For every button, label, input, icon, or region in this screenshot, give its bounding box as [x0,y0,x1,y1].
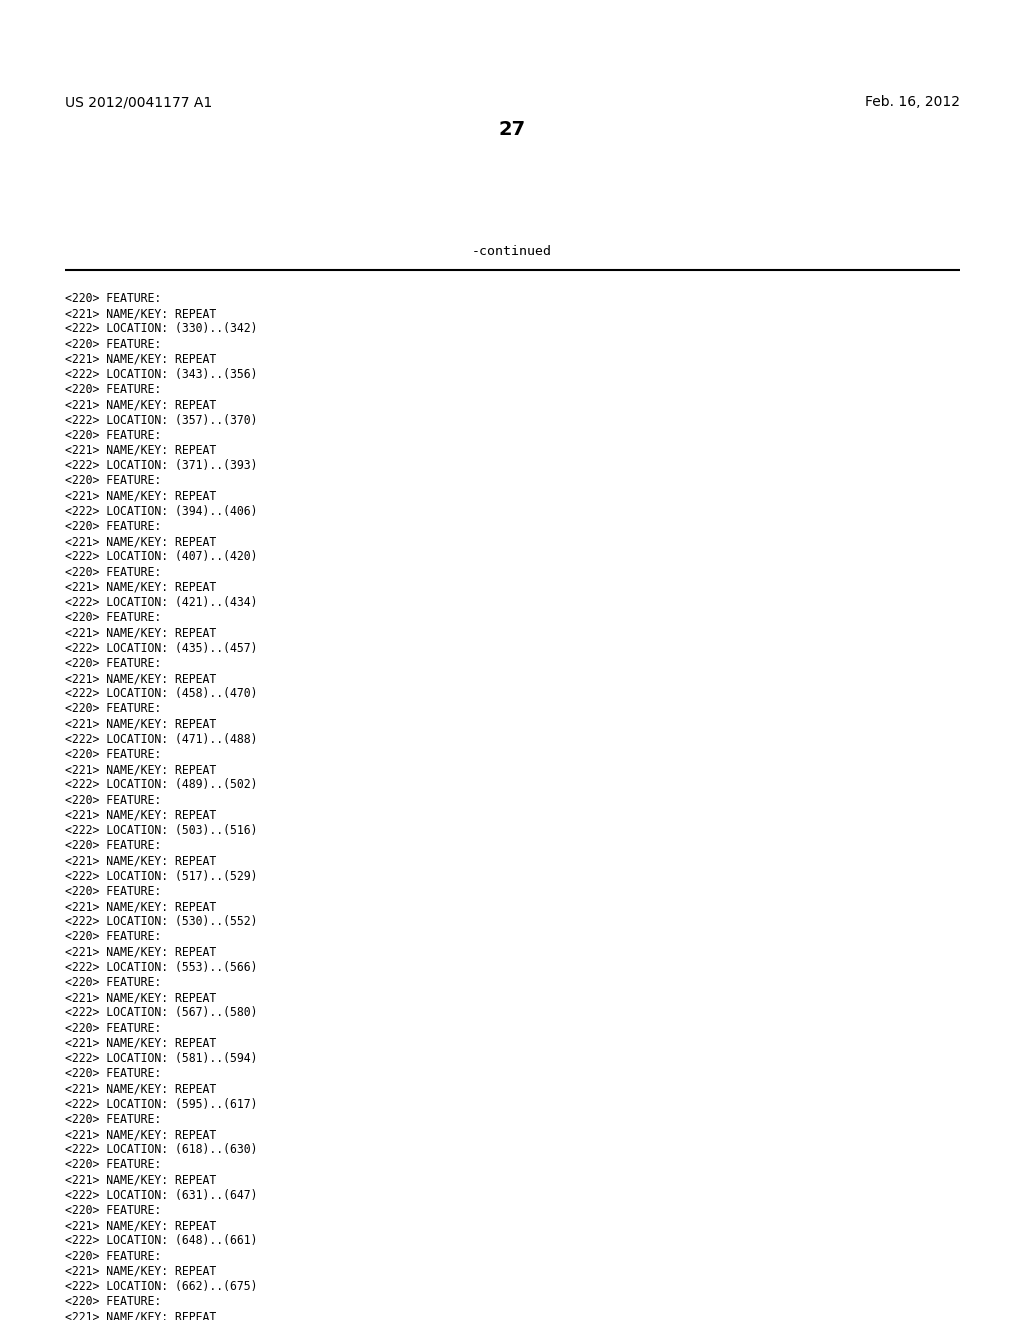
Text: <222> LOCATION: (553)..(566): <222> LOCATION: (553)..(566) [65,961,257,974]
Text: <220> FEATURE:: <220> FEATURE: [65,931,161,944]
Text: <221> NAME/KEY: REPEAT: <221> NAME/KEY: REPEAT [65,352,216,366]
Text: <222> LOCATION: (458)..(470): <222> LOCATION: (458)..(470) [65,688,257,700]
Text: <222> LOCATION: (595)..(617): <222> LOCATION: (595)..(617) [65,1098,257,1110]
Text: <222> LOCATION: (407)..(420): <222> LOCATION: (407)..(420) [65,550,257,564]
Text: <220> FEATURE:: <220> FEATURE: [65,1067,161,1080]
Text: <221> NAME/KEY: REPEAT: <221> NAME/KEY: REPEAT [65,991,216,1005]
Text: <221> NAME/KEY: REPEAT: <221> NAME/KEY: REPEAT [65,444,216,457]
Text: <220> FEATURE:: <220> FEATURE: [65,1204,161,1217]
Text: <220> FEATURE:: <220> FEATURE: [65,1022,161,1035]
Text: <220> FEATURE:: <220> FEATURE: [65,1295,161,1308]
Text: 27: 27 [499,120,525,139]
Text: <222> LOCATION: (530)..(552): <222> LOCATION: (530)..(552) [65,915,257,928]
Text: <222> LOCATION: (343)..(356): <222> LOCATION: (343)..(356) [65,368,257,381]
Text: <222> LOCATION: (581)..(594): <222> LOCATION: (581)..(594) [65,1052,257,1065]
Text: <222> LOCATION: (421)..(434): <222> LOCATION: (421)..(434) [65,597,257,609]
Text: <221> NAME/KEY: REPEAT: <221> NAME/KEY: REPEAT [65,1220,216,1232]
Text: <221> NAME/KEY: REPEAT: <221> NAME/KEY: REPEAT [65,627,216,639]
Text: <221> NAME/KEY: REPEAT: <221> NAME/KEY: REPEAT [65,763,216,776]
Text: US 2012/0041177 A1: US 2012/0041177 A1 [65,95,212,110]
Text: <222> LOCATION: (489)..(502): <222> LOCATION: (489)..(502) [65,779,257,792]
Text: <221> NAME/KEY: REPEAT: <221> NAME/KEY: REPEAT [65,581,216,594]
Text: <221> NAME/KEY: REPEAT: <221> NAME/KEY: REPEAT [65,399,216,412]
Text: <221> NAME/KEY: REPEAT: <221> NAME/KEY: REPEAT [65,809,216,822]
Text: <222> LOCATION: (471)..(488): <222> LOCATION: (471)..(488) [65,733,257,746]
Text: <220> FEATURE:: <220> FEATURE: [65,565,161,578]
Text: <220> FEATURE:: <220> FEATURE: [65,793,161,807]
Text: <222> LOCATION: (662)..(675): <222> LOCATION: (662)..(675) [65,1280,257,1294]
Text: <221> NAME/KEY: REPEAT: <221> NAME/KEY: REPEAT [65,490,216,503]
Text: <220> FEATURE:: <220> FEATURE: [65,1113,161,1126]
Text: <222> LOCATION: (435)..(457): <222> LOCATION: (435)..(457) [65,642,257,655]
Text: Feb. 16, 2012: Feb. 16, 2012 [865,95,961,110]
Text: <221> NAME/KEY: REPEAT: <221> NAME/KEY: REPEAT [65,854,216,867]
Text: <222> LOCATION: (503)..(516): <222> LOCATION: (503)..(516) [65,824,257,837]
Text: <221> NAME/KEY: REPEAT: <221> NAME/KEY: REPEAT [65,1311,216,1320]
Text: <221> NAME/KEY: REPEAT: <221> NAME/KEY: REPEAT [65,1173,216,1187]
Text: <220> FEATURE:: <220> FEATURE: [65,1250,161,1263]
Text: <221> NAME/KEY: REPEAT: <221> NAME/KEY: REPEAT [65,1265,216,1278]
Text: <220> FEATURE:: <220> FEATURE: [65,429,161,442]
Text: <221> NAME/KEY: REPEAT: <221> NAME/KEY: REPEAT [65,1082,216,1096]
Text: <222> LOCATION: (631)..(647): <222> LOCATION: (631)..(647) [65,1189,257,1201]
Text: <221> NAME/KEY: REPEAT: <221> NAME/KEY: REPEAT [65,1036,216,1049]
Text: <222> LOCATION: (371)..(393): <222> LOCATION: (371)..(393) [65,459,257,473]
Text: <220> FEATURE:: <220> FEATURE: [65,657,161,669]
Text: <221> NAME/KEY: REPEAT: <221> NAME/KEY: REPEAT [65,535,216,548]
Text: <222> LOCATION: (330)..(342): <222> LOCATION: (330)..(342) [65,322,257,335]
Text: <222> LOCATION: (517)..(529): <222> LOCATION: (517)..(529) [65,870,257,883]
Text: <222> LOCATION: (357)..(370): <222> LOCATION: (357)..(370) [65,413,257,426]
Text: <220> FEATURE:: <220> FEATURE: [65,383,161,396]
Text: <221> NAME/KEY: REPEAT: <221> NAME/KEY: REPEAT [65,945,216,958]
Text: <220> FEATURE:: <220> FEATURE: [65,975,161,989]
Text: <220> FEATURE:: <220> FEATURE: [65,702,161,715]
Text: <221> NAME/KEY: REPEAT: <221> NAME/KEY: REPEAT [65,308,216,321]
Text: <220> FEATURE:: <220> FEATURE: [65,611,161,624]
Text: <221> NAME/KEY: REPEAT: <221> NAME/KEY: REPEAT [65,900,216,913]
Text: <220> FEATURE:: <220> FEATURE: [65,884,161,898]
Text: -continued: -continued [472,246,552,257]
Text: <220> FEATURE:: <220> FEATURE: [65,292,161,305]
Text: <222> LOCATION: (648)..(661): <222> LOCATION: (648)..(661) [65,1234,257,1247]
Text: <220> FEATURE:: <220> FEATURE: [65,748,161,762]
Text: <222> LOCATION: (567)..(580): <222> LOCATION: (567)..(580) [65,1006,257,1019]
Text: <220> FEATURE:: <220> FEATURE: [65,338,161,351]
Text: <222> LOCATION: (618)..(630): <222> LOCATION: (618)..(630) [65,1143,257,1156]
Text: <220> FEATURE:: <220> FEATURE: [65,840,161,853]
Text: <222> LOCATION: (394)..(406): <222> LOCATION: (394)..(406) [65,504,257,517]
Text: <221> NAME/KEY: REPEAT: <221> NAME/KEY: REPEAT [65,1129,216,1140]
Text: <220> FEATURE:: <220> FEATURE: [65,520,161,533]
Text: <220> FEATURE:: <220> FEATURE: [65,474,161,487]
Text: <221> NAME/KEY: REPEAT: <221> NAME/KEY: REPEAT [65,718,216,730]
Text: <221> NAME/KEY: REPEAT: <221> NAME/KEY: REPEAT [65,672,216,685]
Text: <220> FEATURE:: <220> FEATURE: [65,1159,161,1171]
